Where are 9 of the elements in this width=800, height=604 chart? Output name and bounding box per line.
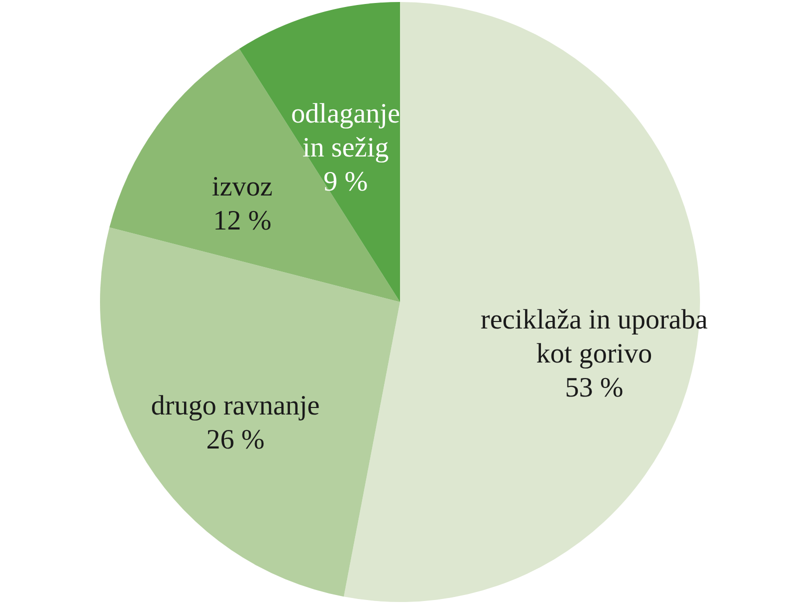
slice-label: drugo ravnanje bbox=[150, 390, 320, 422]
pie-slice bbox=[109, 48, 400, 302]
slice-label: odlaganje in sežig bbox=[291, 98, 400, 164]
data-label: 9 % bbox=[323, 166, 368, 198]
data-label: 12 % bbox=[213, 205, 272, 236]
data-label: 26 % bbox=[206, 424, 265, 456]
slice-label: izvoz bbox=[212, 171, 273, 202]
data-label: 53 % bbox=[564, 372, 624, 404]
slice-label: reciklaža in uporaba kot gorivo bbox=[480, 304, 708, 370]
